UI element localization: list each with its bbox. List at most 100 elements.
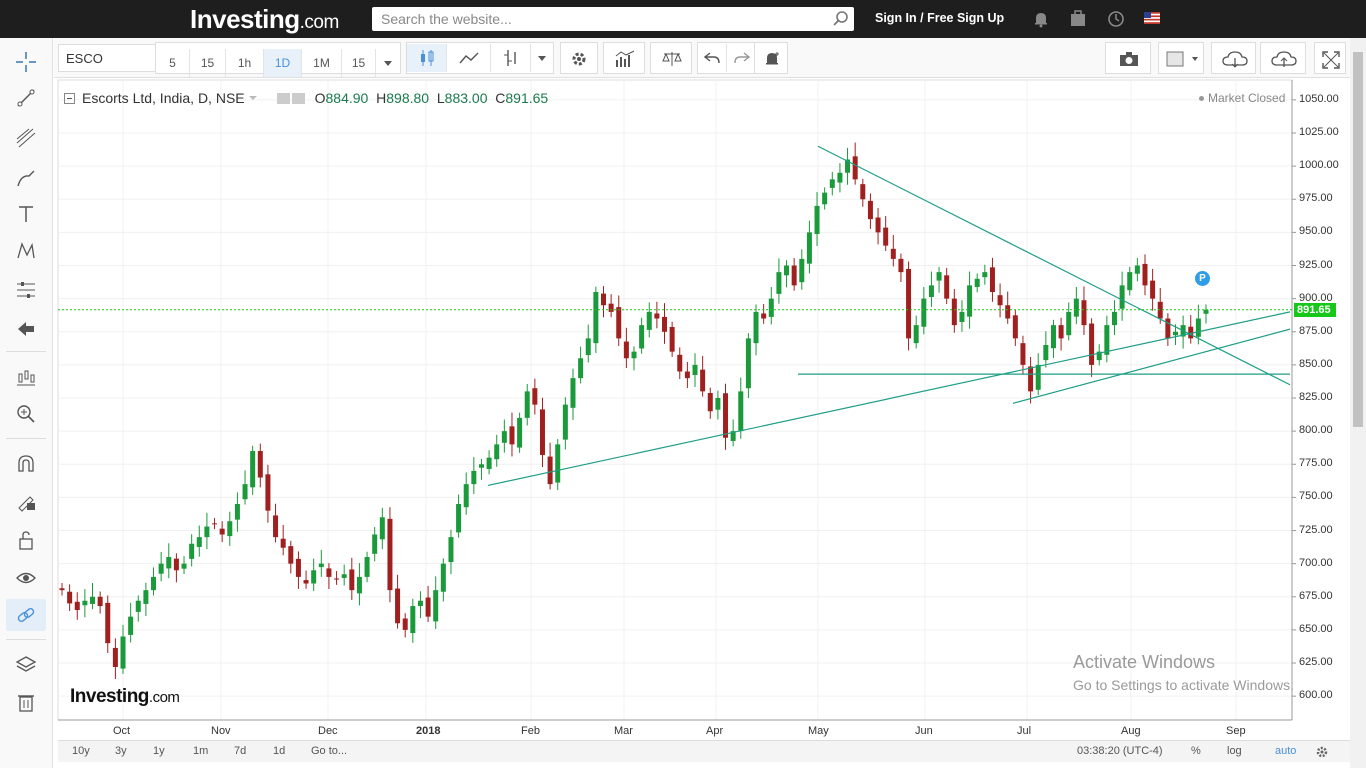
search-input[interactable] xyxy=(372,7,854,31)
trash-icon[interactable] xyxy=(6,686,46,718)
interval-5[interactable]: 5 xyxy=(156,49,190,77)
interval-1m[interactable]: 1M xyxy=(302,49,342,77)
us-flag-icon[interactable] xyxy=(1144,12,1160,24)
layers-icon[interactable] xyxy=(6,649,46,681)
log-toggle[interactable]: log xyxy=(1227,745,1242,757)
undo-icon[interactable] xyxy=(698,44,727,72)
candles-icon[interactable] xyxy=(407,44,447,72)
x-tick-label: 2018 xyxy=(416,725,441,737)
legend-collapse-icon[interactable] xyxy=(64,92,75,104)
settings-icon[interactable] xyxy=(560,42,598,74)
legend-dropdown-icon[interactable] xyxy=(248,96,257,104)
interval-1h[interactable]: 1h xyxy=(226,49,264,77)
scrollbar-thumb[interactable] xyxy=(1353,52,1363,427)
sign-in-link[interactable]: Sign In / Free Sign Up xyxy=(875,11,1005,25)
candle-body xyxy=(1012,315,1018,339)
investing-logo[interactable]: Investing.com xyxy=(190,4,339,34)
x-tick-label: Jun xyxy=(915,725,933,737)
candle-body xyxy=(761,313,767,319)
candle-body xyxy=(478,464,484,468)
candle-body xyxy=(829,179,835,188)
candle-body xyxy=(189,543,195,559)
candle-body xyxy=(257,451,263,478)
candle-body xyxy=(715,398,721,410)
candle-body xyxy=(1081,300,1087,326)
compare-icon[interactable] xyxy=(650,42,692,74)
candle-body xyxy=(616,307,622,339)
indicators-icon[interactable] xyxy=(603,42,645,74)
legend-hide-icon[interactable] xyxy=(291,92,305,104)
symbol-input[interactable] xyxy=(58,44,156,72)
legend-settings-icon[interactable] xyxy=(276,92,290,104)
bars-icon[interactable] xyxy=(491,44,531,72)
unlock-icon[interactable] xyxy=(6,524,46,556)
y-tick-label: 750.00 xyxy=(1299,490,1333,503)
magnet-icon[interactable] xyxy=(6,448,46,480)
expand-icon[interactable] xyxy=(1314,42,1346,74)
fullscreen-box-icon[interactable] xyxy=(1158,42,1204,74)
candle-body xyxy=(562,404,568,440)
candle-body xyxy=(295,558,301,577)
candle-body xyxy=(570,378,576,408)
plot-area xyxy=(57,79,1293,721)
line-chart-icon[interactable] xyxy=(447,44,491,72)
range-1m[interactable]: 1m xyxy=(193,745,209,757)
candle-body xyxy=(730,431,736,441)
price-chart[interactable] xyxy=(0,0,1350,740)
p-badge-icon[interactable]: P xyxy=(1195,271,1210,286)
candle-body xyxy=(59,588,65,591)
redo-icon[interactable] xyxy=(727,44,756,72)
candle-body xyxy=(913,325,919,344)
camera-icon[interactable] xyxy=(1105,42,1151,74)
range-1y[interactable]: 1y xyxy=(153,745,165,757)
measure-icon[interactable] xyxy=(6,274,46,306)
current-price-tag: 891.65 xyxy=(1294,302,1336,317)
cloud-upload-icon[interactable] xyxy=(1260,42,1306,74)
chart-type-dropdown-icon[interactable] xyxy=(531,44,553,72)
range-1d[interactable]: 1d xyxy=(273,745,286,757)
chart-toolbar: 5 15 1h 1D 1M 15 xyxy=(54,38,1366,78)
pattern-icon[interactable] xyxy=(6,235,46,267)
candle-body xyxy=(463,484,469,508)
bottom-settings-icon[interactable] xyxy=(1315,745,1329,759)
bell-icon[interactable] xyxy=(1031,9,1051,29)
pitchfork-icon[interactable] xyxy=(6,122,46,154)
clock-icon[interactable] xyxy=(1106,9,1126,29)
auto-toggle[interactable]: auto xyxy=(1275,745,1297,757)
candle-body xyxy=(700,369,706,392)
brush-icon[interactable] xyxy=(6,162,46,194)
candle-body xyxy=(639,325,645,349)
range-7d[interactable]: 7d xyxy=(234,745,247,757)
range-10y[interactable]: 10y xyxy=(72,745,90,757)
trend-line-icon[interactable] xyxy=(6,82,46,114)
x-tick-label: Nov xyxy=(211,725,231,737)
interval-15[interactable]: 15 xyxy=(190,49,226,77)
text-icon[interactable] xyxy=(6,198,46,230)
forecast-icon[interactable] xyxy=(6,361,46,393)
percent-toggle[interactable]: % xyxy=(1191,745,1201,757)
goto-button[interactable]: Go to... xyxy=(311,745,348,757)
link-icon[interactable] xyxy=(6,599,46,631)
range-3y[interactable]: 3y xyxy=(115,745,127,757)
candle-body xyxy=(768,298,774,317)
interval-1d[interactable]: 1D xyxy=(264,49,302,77)
cloud-download-icon[interactable] xyxy=(1211,42,1256,74)
candle-body xyxy=(364,557,370,577)
interval-dropdown-icon[interactable] xyxy=(376,49,400,77)
alert-icon[interactable] xyxy=(754,42,788,74)
y-tick-label: 700.00 xyxy=(1299,556,1333,569)
zoom-icon[interactable] xyxy=(6,398,46,430)
legend-title[interactable]: Escorts Ltd, India, D, NSE xyxy=(82,90,245,106)
candle-body xyxy=(265,474,271,511)
search-icon[interactable] xyxy=(832,10,850,28)
candle-body xyxy=(158,563,164,574)
crosshair-icon[interactable] xyxy=(6,46,46,78)
portfolio-icon[interactable] xyxy=(1068,9,1088,29)
eye-icon[interactable] xyxy=(6,562,46,594)
vertical-scrollbar[interactable] xyxy=(1350,38,1366,768)
interval-custom[interactable]: 15 xyxy=(342,49,376,77)
candle-body xyxy=(967,285,973,317)
lock-draw-icon[interactable] xyxy=(6,485,46,517)
candle-body xyxy=(349,569,355,591)
back-arrow-icon[interactable] xyxy=(6,313,46,345)
